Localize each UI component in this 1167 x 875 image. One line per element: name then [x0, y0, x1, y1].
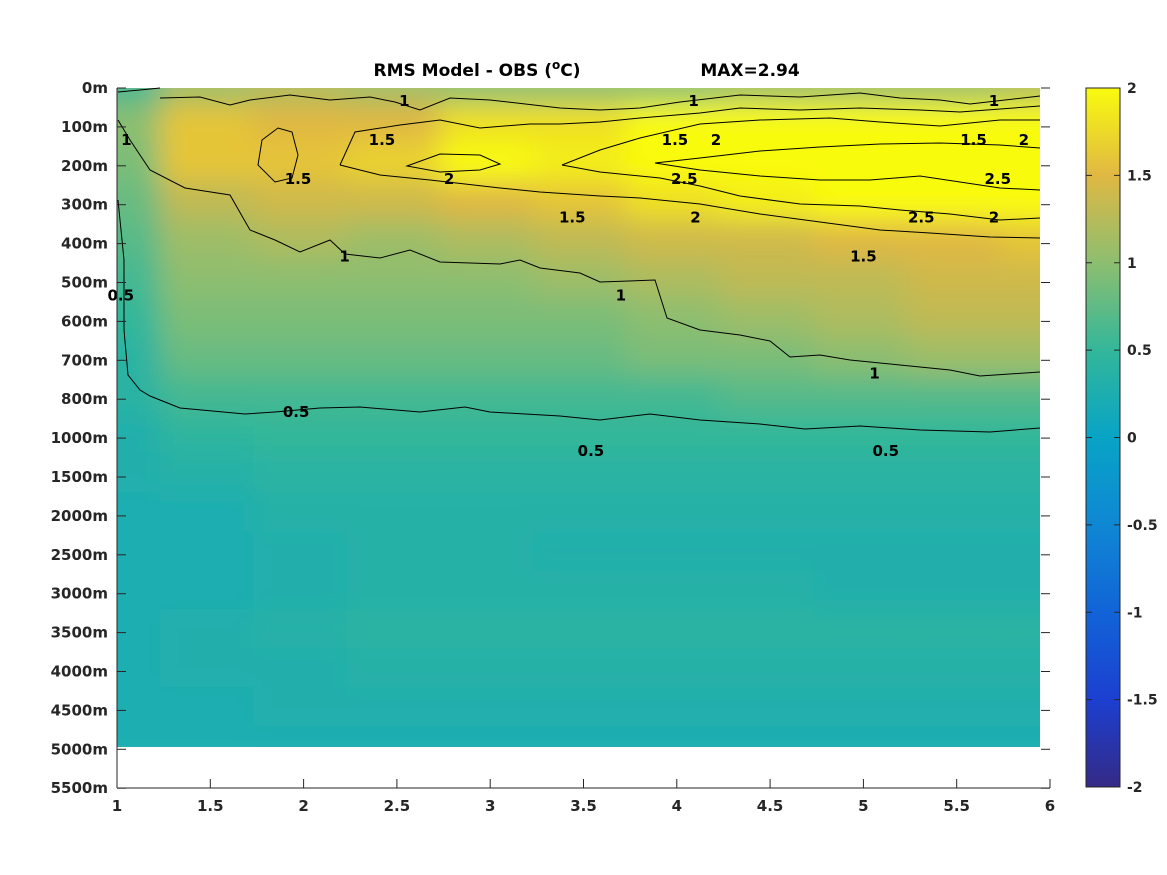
y-tick-label: 300m [61, 196, 108, 214]
contour-label: 1.5 [850, 248, 877, 266]
heatmap-cell [812, 725, 915, 747]
contour-label: 2.5 [671, 170, 698, 188]
contour-label: 1 [616, 287, 626, 305]
colorbar-tick-label: 0.5 [1127, 343, 1152, 359]
heatmap-cell [159, 725, 261, 747]
contour-label: 0.5 [283, 403, 310, 421]
heatmap-cell [719, 725, 821, 747]
y-tick-label: 3000m [51, 585, 108, 603]
colorbar-tick-label: -1 [1127, 605, 1143, 621]
colorbar-tick-label: 1.5 [1127, 168, 1152, 184]
title-text: RMS Model - OBS (oC) [373, 58, 580, 81]
contour-line-1-left [117, 87, 161, 93]
y-tick-label: 1000m [51, 429, 108, 447]
contour-line-1-top [159, 92, 1041, 111]
contour-label: 1 [869, 364, 879, 382]
contour-line-2.5 [654, 142, 1041, 191]
contour-label: 1 [339, 248, 349, 266]
x-tick-label: 4 [672, 797, 682, 815]
contour-label: 2 [1019, 131, 1029, 149]
contour-label: 1.5 [662, 131, 689, 149]
contour-label: 1 [989, 92, 999, 110]
y-tick-label: 2500m [51, 546, 108, 564]
heatmap-cell [439, 725, 541, 747]
y-tick-label: 2000m [51, 507, 108, 525]
contour-label: 0.5 [578, 442, 605, 460]
heatmap-cell [346, 725, 448, 747]
y-tick-label: 5500m [51, 779, 108, 797]
contour-label: 1.5 [285, 170, 312, 188]
contour-label: 1 [121, 131, 131, 149]
contour-line-1.5-left [257, 127, 299, 183]
colorbar-ticks: 2 1.5 1 0.5 0 -0.5 -1 -1.5 -2 [1086, 81, 1158, 796]
y-tick-label: 800m [61, 390, 108, 408]
y-tick-label: 4000m [51, 663, 108, 681]
heatmap-cell [532, 725, 635, 747]
colorbar-tick-label: 1 [1127, 256, 1137, 272]
contour-line-2-right [561, 117, 1041, 221]
colorbar-tick-label: -2 [1127, 780, 1143, 796]
contour-label: 2.5 [984, 170, 1011, 188]
x-tick-label: 3.5 [570, 797, 597, 815]
y-tick-label: 400m [61, 235, 108, 253]
colorbar: 2 1.5 1 0.5 0 -0.5 -1 -1.5 -2 [1085, 81, 1158, 796]
contour-label: 1 [399, 92, 409, 110]
y-tick-label: 600m [61, 312, 108, 330]
x-tick-label: 1 [112, 797, 122, 815]
colorbar-tick-label: 0 [1127, 431, 1137, 447]
y-tick-label: 200m [61, 157, 108, 175]
heatmap-field [117, 88, 1040, 747]
heatmap-cell [626, 725, 728, 747]
y-tick-label: 0m [82, 79, 108, 97]
y-tick-label: 500m [61, 274, 108, 292]
x-tick-label: 2 [298, 797, 308, 815]
contour-line-1-mid [117, 119, 1041, 377]
y-tick-label: 100m [61, 118, 108, 136]
x-tick-label: 2.5 [384, 797, 411, 815]
y-tick-label: 700m [61, 351, 108, 369]
contour-label: 0.5 [107, 287, 134, 305]
contour-label: 1.5 [559, 209, 586, 227]
heatmap-cell [252, 725, 355, 747]
x-tick-label: 4.5 [757, 797, 784, 815]
contour-label: 0.5 [873, 442, 900, 460]
max-label: MAX=2.94 [700, 61, 800, 81]
contour-line-1.5-mid [339, 105, 1041, 166]
contour-label: 2 [711, 131, 721, 149]
x-tick-label: 1.5 [197, 797, 224, 815]
y-tick-label: 4500m [51, 701, 108, 719]
contour-line-0.5 [117, 199, 1041, 433]
contour-lines [117, 87, 1041, 433]
chart-title: RMS Model - OBS (oC) MAX=2.94 [373, 58, 799, 81]
contour-label: 1 [688, 92, 698, 110]
x-tick-label: 5.5 [943, 797, 970, 815]
contour-line-1.5-low [339, 164, 1041, 239]
x-ticks: 1 1.5 2 2.5 3 3.5 4 4.5 5 5.5 6 [112, 779, 1055, 815]
colorbar-tick-label: -1.5 [1127, 693, 1158, 709]
y-tick-label: 5000m [51, 740, 108, 758]
contour-label: 1.5 [369, 131, 396, 149]
heatmap-cell [906, 725, 1008, 747]
colorbar-tick-label: -0.5 [1127, 518, 1158, 534]
heatmap-cell [117, 725, 168, 747]
y-tick-label: 3500m [51, 624, 108, 642]
colorbar-tick-label: 2 [1127, 81, 1137, 97]
contour-label: 2 [690, 209, 700, 227]
contour-labels: 1 0.5 1.5 1.5 1 2 1 1.5 1.5 1 2 2.5 2 1 2.5 1.5 2 2.5 2 1.5… [107, 92, 1029, 460]
contour-line-2-left [405, 153, 502, 173]
contour-label: 1.5 [960, 131, 987, 149]
contour-label: 2 [989, 209, 999, 227]
x-tick-label: 3 [485, 797, 495, 815]
y-ticks: 0m100m200m300m400m500m600m700m800m1000m1… [51, 79, 1050, 797]
y-tick-label: 1500m [51, 468, 108, 486]
heatmap-cell [999, 725, 1040, 747]
contour-label: 2.5 [908, 209, 935, 227]
contour-label: 2 [444, 170, 454, 188]
x-tick-label: 6 [1045, 797, 1055, 815]
x-tick-label: 5 [858, 797, 868, 815]
